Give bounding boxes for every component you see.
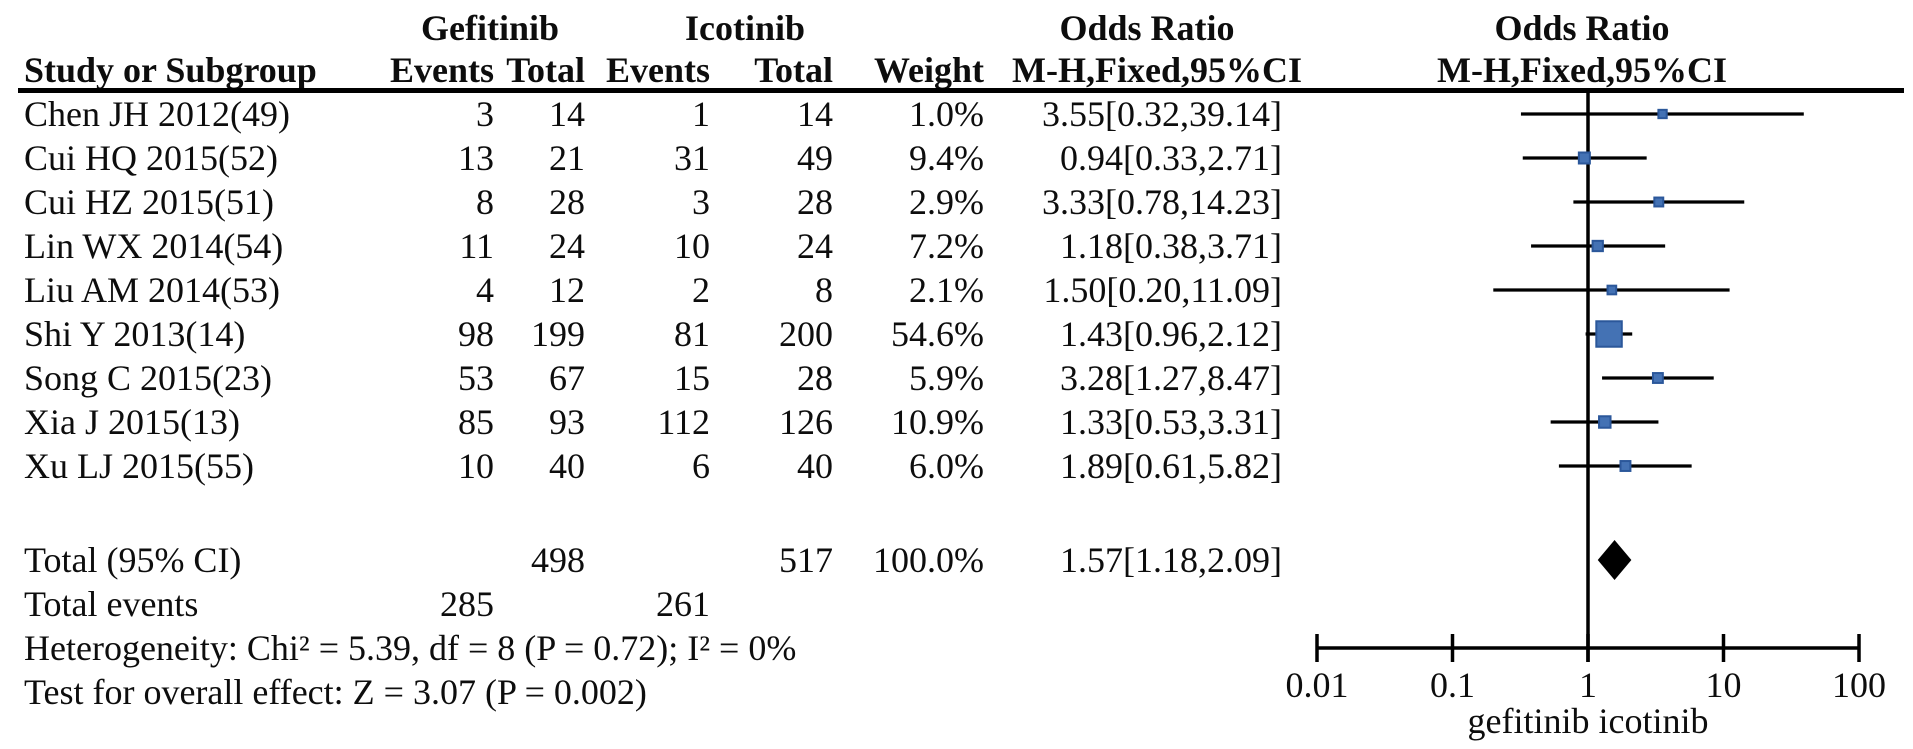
or-square — [1657, 108, 1668, 120]
study-row: Xu LJ 2015(55) 10 40 6 40 6.0% 1.89[0.61,5.82] — [24, 446, 1282, 486]
study-label: Shi Y 2013(14) — [24, 314, 246, 354]
header-rule — [18, 88, 1904, 93]
study-label: Liu AM 2014(53) — [24, 270, 280, 310]
total-gefitinib-total: 498 — [531, 540, 585, 580]
total-events-icotinib: 261 — [656, 584, 710, 624]
or-square — [1651, 372, 1664, 384]
or-square — [1606, 284, 1618, 296]
study-label: Xu LJ 2015(55) — [24, 446, 254, 486]
total-weight: 100.0% — [873, 540, 984, 580]
x-axis-label: gefitinib icotinib — [1468, 701, 1709, 741]
study-label: Cui HQ 2015(52) — [24, 138, 278, 178]
study-row: Chen JH 2012(49) 3 14 1 14 1.0% 3.55[0.32,39.1… — [24, 94, 1282, 134]
or-square — [1591, 239, 1604, 253]
total-row: Total (95% CI) 498 517 100.0% 1.57[1.18,… — [0, 538, 1913, 582]
or-square — [1577, 151, 1591, 165]
study-row: Xia J 2015(13) 85 93 112 126 10.9% 1.33[0.53,3… — [24, 402, 1282, 442]
group-header-gefitinib: Gefitinib — [420, 8, 559, 48]
total-events-gefitinib: 285 — [440, 584, 494, 624]
study-row: Cui HQ 2015(52) 13 21 31 49 9.4% 0.94[0.33,2.7… — [24, 138, 1282, 178]
or-column-subtitle: M-H,Fixed,95%CI — [1012, 50, 1302, 90]
summary-diamond — [1597, 540, 1632, 580]
x-axis-tick-label: 0.1 — [1430, 665, 1475, 705]
study-label: Xia J 2015(13) — [24, 402, 240, 442]
or-square — [1653, 196, 1665, 208]
or-square — [1595, 320, 1623, 348]
group-header-icotinib: Icotinib — [684, 8, 806, 48]
study-label: Cui HZ 2015(51) — [24, 182, 274, 222]
total-events-label: Total events — [24, 584, 199, 624]
study-row: Lin WX 2014(54) 11 24 10 24 7.2% 1.18[0.38,3.7… — [24, 226, 1282, 266]
x-axis-tick-label: 10 — [1706, 665, 1742, 705]
study-row: Song C 2015(23) 53 67 15 28 5.9% 3.28[1.27,8.4… — [24, 358, 1282, 398]
study-label: Chen JH 2012(49) — [24, 94, 290, 134]
column-header-weight: Weight — [873, 50, 984, 90]
study-label: Song C 2015(23) — [24, 358, 273, 398]
column-header-icotinib-events: Events — [605, 50, 710, 90]
total-ci-text: 1.57[1.18,2.09] — [1060, 540, 1282, 580]
column-header-gefitinib-total: Total — [506, 50, 585, 90]
column-header-icotinib-total: Total — [754, 50, 833, 90]
plot-title: Odds Ratio — [1494, 8, 1670, 48]
total-events-row: Total events 285 261 — [0, 582, 1913, 626]
study-row: Liu AM 2014(53) 4 12 2 8 2.1% 1.50[0.20,11.09] — [24, 270, 1282, 310]
study-label: Lin WX 2014(54) — [24, 226, 284, 266]
x-axis-tick-label: 100 — [1832, 665, 1886, 705]
heterogeneity-text: Heterogeneity: Chi² = 5.39, df = 8 (P = … — [24, 628, 797, 668]
or-column-title: Odds Ratio — [1059, 8, 1235, 48]
or-square — [1598, 415, 1612, 429]
column-header-study: Study or Subgroup — [24, 50, 317, 90]
overall-effect-text: Test for overall effect: Z = 3.07 (P = 0… — [24, 672, 647, 712]
plot-subtitle: M-H,Fixed,95%CI — [1437, 50, 1727, 90]
or-square — [1619, 460, 1632, 472]
total-label: Total (95% CI) — [24, 540, 242, 580]
study-row: Shi Y 2013(14) 98 199 81 200 54.6% 1.43[0.96,2… — [24, 314, 1282, 354]
x-axis-tick-label: 0.01 — [1286, 665, 1349, 705]
study-row: Cui HZ 2015(51) 8 28 3 28 2.9% 3.33[0.78,14.23… — [24, 182, 1282, 222]
total-icotinib-total: 517 — [779, 540, 833, 580]
x-axis-tick-label: 1 — [1579, 665, 1597, 705]
column-header-gefitinib-events: Events — [389, 50, 494, 90]
